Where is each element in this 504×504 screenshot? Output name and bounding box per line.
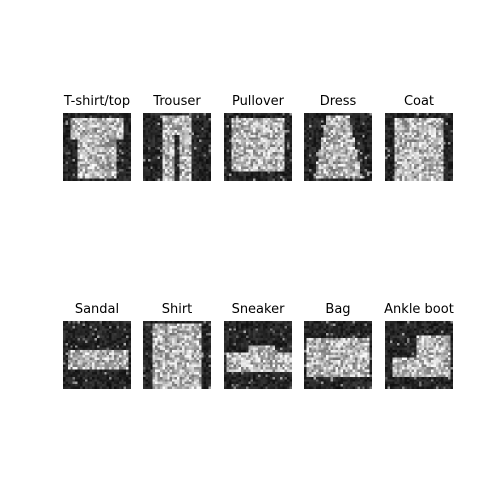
- cell-title: Bag: [325, 302, 351, 317]
- ankle-boot-image: [385, 321, 453, 389]
- tshirt-image: [63, 113, 131, 181]
- shirt-image: [143, 321, 211, 389]
- sandal-image: [63, 321, 131, 389]
- cell-title: Ankle boot: [384, 302, 454, 317]
- cell-title: Coat: [403, 94, 435, 109]
- sneaker-image: [224, 321, 292, 389]
- cell-title: Trouser: [153, 94, 201, 109]
- cell-title: Sandal: [74, 302, 120, 317]
- trouser-image: [143, 113, 211, 181]
- dress-image: [304, 113, 372, 181]
- cell-title: T-shirt/top: [63, 94, 131, 109]
- coat-image: [385, 113, 453, 181]
- bag-image: [304, 321, 372, 389]
- cell-title: Pullover: [231, 94, 285, 109]
- cell-title: Shirt: [161, 302, 193, 317]
- cell-title: Dress: [319, 94, 357, 109]
- cell-title: Sneaker: [231, 302, 285, 317]
- pullover-image: [224, 113, 292, 181]
